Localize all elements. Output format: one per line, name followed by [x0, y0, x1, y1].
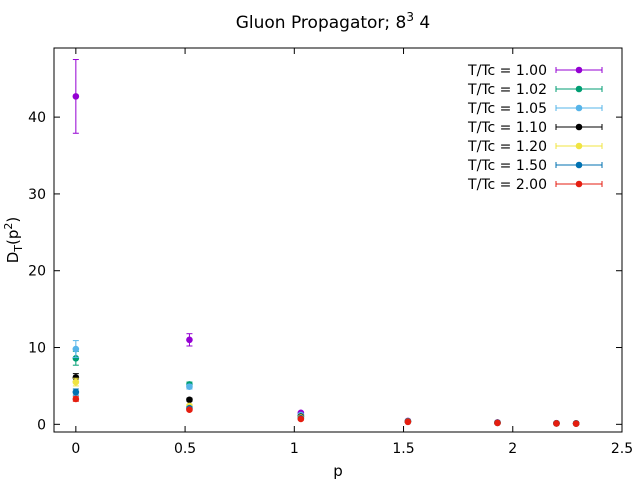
- data-point: [72, 378, 80, 386]
- chart-title: Gluon Propagator; 83 4: [236, 10, 431, 33]
- legend-marker: [575, 161, 583, 169]
- legend-label: T/Tc = 1.05: [467, 101, 547, 117]
- y-axis-label: DT(p2): [2, 217, 25, 264]
- y-tick-label: 40: [28, 110, 46, 126]
- data-point: [186, 406, 193, 414]
- legend-entry: T/Tc = 1.20: [467, 139, 603, 155]
- series-3: [72, 373, 580, 427]
- y-axis: 0 10 20 30 40: [28, 110, 622, 433]
- legend-marker: [575, 66, 583, 74]
- y-tick-label: 20: [28, 264, 46, 280]
- y-tick-label: 10: [28, 341, 46, 357]
- data-point: [186, 383, 193, 390]
- data-point: [297, 415, 305, 423]
- y-tick-label: 0: [37, 417, 46, 433]
- legend-marker: [575, 85, 583, 93]
- data-point: [72, 388, 80, 396]
- series-5: [72, 388, 580, 427]
- x-axis-label: p: [333, 462, 343, 480]
- data-point: [72, 395, 80, 403]
- data-point: [404, 418, 412, 426]
- legend-marker: [575, 104, 583, 112]
- legend-entry: T/Tc = 1.00: [467, 63, 603, 79]
- x-tick-label: 2.5: [611, 441, 633, 457]
- series-6: [72, 395, 580, 427]
- data-point: [186, 396, 193, 404]
- legend-marker: [575, 142, 583, 150]
- series-4: [72, 377, 580, 427]
- x-axis: 0 0.5 1 1.5 2 2.5: [71, 48, 633, 457]
- x-tick-label: 1: [290, 441, 299, 457]
- y-tick-label: 30: [28, 187, 46, 203]
- data-point: [72, 93, 80, 100]
- legend-entry: T/Tc = 1.05: [467, 101, 603, 117]
- legend: T/Tc = 1.00 T/Tc = 1.02 T/Tc = 1.05 T/Tc = …: [467, 63, 603, 193]
- legend-label: T/Tc = 1.50: [467, 158, 547, 174]
- data-point: [72, 374, 80, 381]
- legend-marker: [575, 180, 583, 188]
- data-point: [494, 419, 501, 427]
- legend-label: T/Tc = 2.00: [467, 177, 547, 193]
- legend-entry: T/Tc = 2.00: [467, 177, 603, 193]
- data-point: [553, 420, 560, 427]
- legend-entry: T/Tc = 1.02: [467, 82, 603, 98]
- data-point: [186, 336, 193, 344]
- plot-frame: [53, 47, 623, 433]
- series-1: [72, 350, 580, 427]
- x-tick-label: 1.5: [392, 441, 414, 457]
- legend-label: T/Tc = 1.10: [467, 120, 547, 136]
- x-tick-label: 0.5: [174, 441, 196, 457]
- legend-label: T/Tc = 1.20: [467, 139, 547, 155]
- x-tick-label: 0: [71, 441, 80, 457]
- data-series: [72, 59, 580, 427]
- series-2: [72, 340, 580, 427]
- data-point: [572, 420, 580, 427]
- x-tick-label: 2: [508, 441, 517, 457]
- legend-label: T/Tc = 1.02: [467, 82, 547, 98]
- data-point: [72, 345, 80, 353]
- legend-label: T/Tc = 1.00: [467, 63, 547, 79]
- data-point: [72, 354, 80, 362]
- legend-entry: T/Tc = 1.50: [467, 158, 603, 174]
- legend-entry: T/Tc = 1.10: [467, 120, 603, 136]
- legend-marker: [575, 123, 583, 131]
